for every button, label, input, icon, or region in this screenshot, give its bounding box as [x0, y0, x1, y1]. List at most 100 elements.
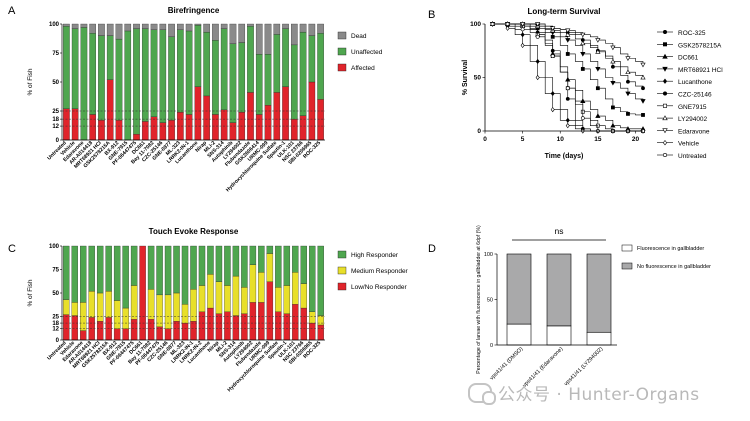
marker	[626, 111, 630, 116]
legend-label: Dead	[351, 33, 367, 40]
bar-segment	[190, 245, 197, 290]
bar-segment	[113, 245, 121, 301]
bar-segment	[106, 23, 114, 36]
bar-segment	[113, 328, 121, 341]
bar-segment	[122, 328, 129, 341]
x-tick-label: 10	[557, 136, 565, 143]
bar-segment	[299, 31, 307, 116]
bar-segment	[229, 23, 237, 44]
bar-segment	[177, 23, 184, 30]
bar-segment	[241, 245, 248, 288]
bar-segment	[291, 44, 298, 120]
legend-swatch	[337, 47, 347, 56]
bar-segment	[215, 281, 223, 314]
bar-segment	[264, 23, 272, 55]
bar-segment	[133, 134, 140, 141]
legend-label: Fluorescence in gallbladder	[637, 246, 704, 252]
bar-segment	[105, 245, 112, 292]
bar-segment	[220, 28, 228, 110]
bar-segment	[173, 321, 180, 341]
bar-segment	[194, 86, 202, 141]
marker	[662, 29, 667, 34]
bar-segment	[130, 245, 138, 286]
bar-segment	[238, 23, 246, 43]
x-axis-label: Time (days)	[545, 153, 584, 160]
bar-segment	[98, 120, 105, 141]
marker	[535, 74, 540, 81]
bar-segment	[141, 23, 149, 29]
y-axis-label: % of Fish	[27, 279, 34, 306]
bar-segment	[317, 324, 324, 341]
bar-segment	[224, 311, 231, 341]
marker	[550, 34, 555, 39]
legend-label: GNE7915	[678, 104, 707, 111]
bar-segment	[266, 245, 274, 254]
marker	[550, 54, 555, 59]
bar-segment	[309, 245, 316, 312]
bar-segment	[63, 299, 70, 315]
bar-segment	[283, 313, 291, 341]
bar-segment	[232, 275, 240, 316]
bar-segment	[275, 311, 282, 341]
bar-segment	[249, 302, 257, 341]
bar-segment	[258, 302, 265, 341]
marker	[662, 78, 668, 84]
bar-segment	[282, 28, 289, 87]
legend-label: High Responder	[351, 252, 399, 259]
x-tick-label: 15	[594, 136, 602, 143]
marker	[641, 113, 645, 117]
bar-segment	[164, 328, 172, 341]
bar-segment	[89, 23, 96, 34]
legend-label: Edaravone	[678, 128, 710, 135]
y-tick-label: 50	[52, 291, 59, 297]
bar-segment	[122, 245, 129, 309]
bar-segment	[124, 23, 132, 32]
bar-segment	[80, 245, 87, 303]
marker	[625, 91, 631, 97]
bar-segment	[71, 108, 79, 141]
bar-segment	[215, 313, 223, 341]
bar-segment	[283, 285, 291, 314]
marker	[662, 42, 667, 47]
bar-segment	[291, 118, 298, 141]
y-tick-label: 0	[477, 128, 481, 135]
bar-segment	[124, 30, 132, 141]
bar-segment	[264, 54, 272, 106]
legend-swatch	[337, 250, 347, 259]
bar-segment	[273, 23, 281, 35]
bar-segment	[80, 330, 87, 341]
bar-segment	[309, 311, 316, 324]
bar-segment	[133, 28, 140, 135]
bar-segment	[105, 290, 112, 318]
panel-letter-a: A	[8, 5, 16, 17]
bar-segment	[96, 292, 104, 322]
bar-segment	[185, 30, 193, 115]
x-tick-label: 0	[483, 136, 487, 143]
marker	[625, 69, 631, 75]
bar-segment	[63, 26, 70, 109]
legend-swatch	[337, 266, 347, 275]
marker	[610, 45, 616, 51]
y-tick-label: 50	[474, 75, 482, 82]
survival-line	[492, 23, 643, 116]
survival-line	[492, 23, 644, 65]
bar-segment	[71, 302, 78, 316]
bar-segment	[317, 315, 324, 326]
bar-segment	[113, 300, 121, 329]
y-tick-label: 0	[56, 138, 60, 144]
marker	[535, 22, 541, 27]
marker	[640, 74, 646, 80]
bar-segment	[130, 319, 138, 341]
bar-segment	[88, 245, 95, 292]
bar-segment	[203, 95, 210, 141]
bar-segment	[141, 28, 149, 122]
bar-segment	[71, 315, 78, 341]
marker	[520, 27, 525, 32]
y-axis-label: Percentage of larvae with fluorescence i…	[476, 225, 482, 374]
y-tick-label: 100	[470, 21, 481, 28]
bar-segment	[173, 292, 180, 322]
bar-segment	[300, 245, 307, 284]
bar-segment	[181, 245, 189, 305]
chart-title: Birefringence	[168, 6, 220, 15]
y-tick-label: 12	[52, 327, 59, 333]
